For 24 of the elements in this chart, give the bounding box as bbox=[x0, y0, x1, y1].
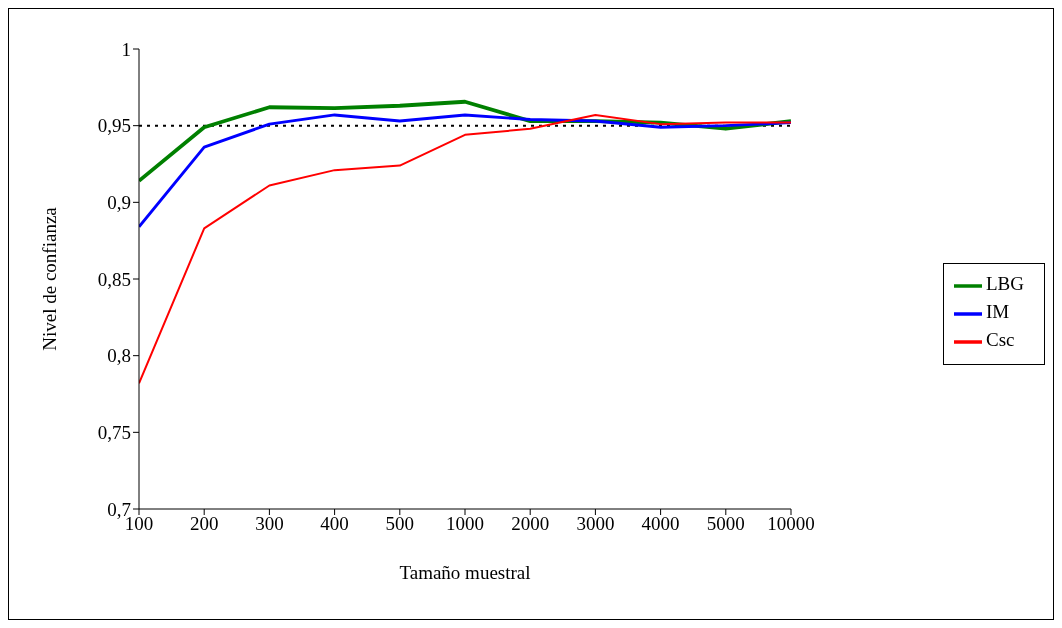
y-tick-label: 0,75 bbox=[97, 422, 131, 444]
y-tick-label: 0,9 bbox=[107, 192, 131, 214]
x-tick-label: 4000 bbox=[641, 513, 680, 535]
x-tick-label: 500 bbox=[385, 513, 415, 535]
x-axis-title: Tamaño muestral bbox=[399, 562, 531, 583]
y-tick-label: 0,7 bbox=[107, 498, 131, 520]
line-series bbox=[139, 113, 791, 385]
y-axis-title: Nivel de confianza bbox=[38, 206, 60, 351]
x-tick-label: 3000 bbox=[576, 513, 615, 535]
x-tick-label: 5000 bbox=[706, 513, 745, 535]
x-tick-label: 2000 bbox=[511, 513, 550, 535]
x-tick-label: 200 bbox=[189, 513, 219, 535]
y-tick-label: 1 bbox=[121, 38, 131, 60]
y-tick-label: 0,8 bbox=[107, 345, 131, 367]
x-tick-label: 1000 bbox=[446, 513, 484, 535]
x-tick-label: 300 bbox=[255, 513, 284, 535]
legend-label: Csc bbox=[986, 328, 1015, 350]
legend-label: LBG bbox=[986, 272, 1024, 294]
x-tick-label: 10000 bbox=[767, 513, 815, 535]
line-series bbox=[139, 113, 791, 229]
x-tick-label: 400 bbox=[320, 513, 349, 535]
y-tick-label: 0,85 bbox=[97, 268, 131, 290]
legend-label: IM bbox=[986, 300, 1010, 322]
y-tick-label: 0,95 bbox=[97, 115, 131, 137]
